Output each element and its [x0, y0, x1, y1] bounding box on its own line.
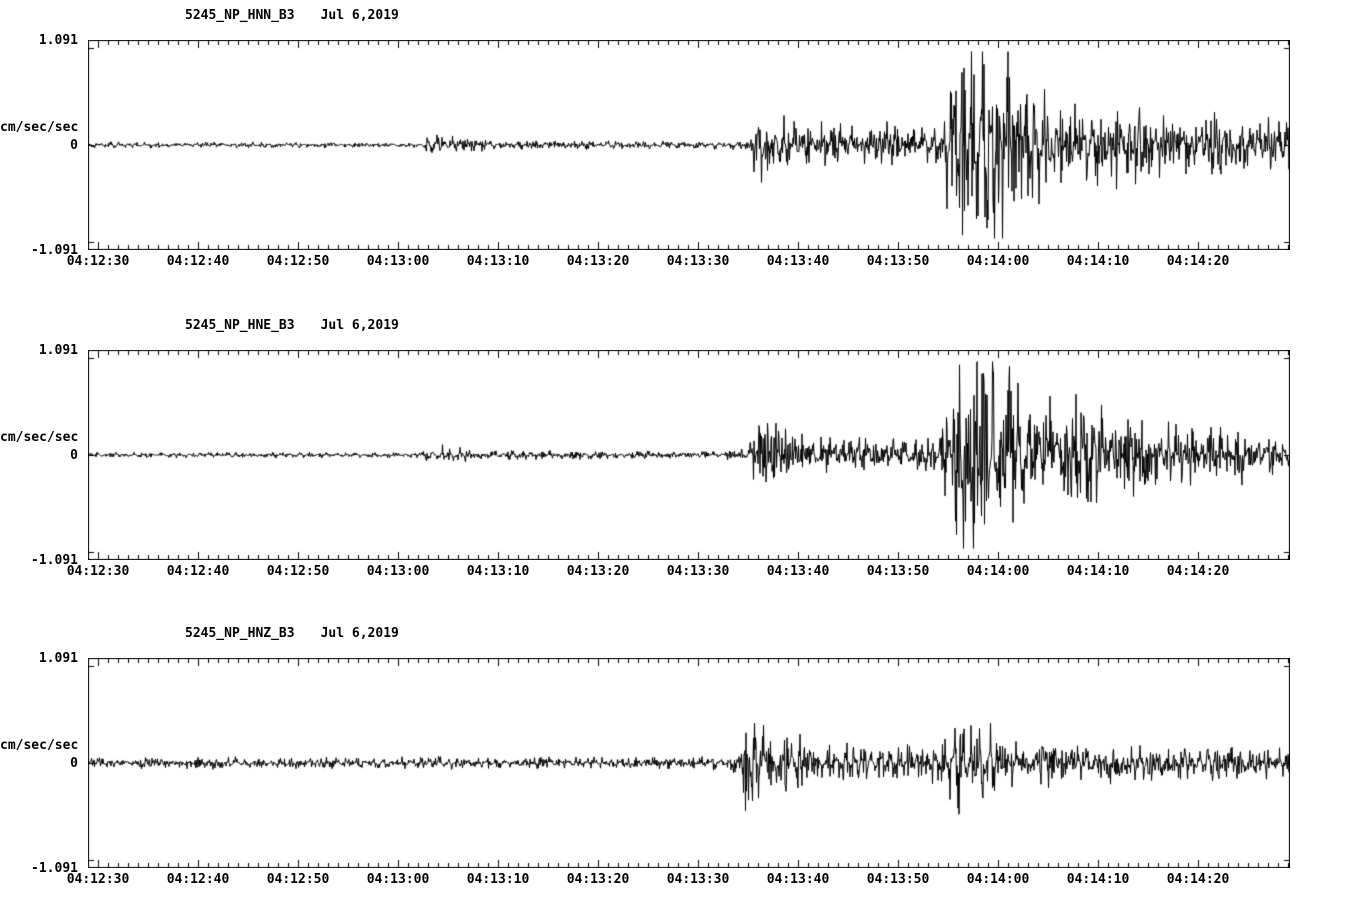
x-tick-label: 04:13:50: [866, 872, 930, 887]
x-tick-label: 04:14:00: [966, 254, 1030, 269]
trace-title: 5245_NP_HNE_B3 Jul 6,2019: [185, 318, 399, 333]
x-tick-label: 04:14:20: [1166, 254, 1230, 269]
x-tick-label: 04:14:10: [1066, 254, 1130, 269]
x-tick-label: 04:13:40: [766, 564, 830, 579]
x-tick-label: 04:13:20: [566, 254, 630, 269]
seismo-panel-hnn: 5245_NP_HNN_B3 Jul 6,2019 1.091 cm/sec/s…: [0, 2, 1358, 302]
x-tick-label: 04:13:10: [466, 564, 530, 579]
x-tick-label: 04:14:00: [966, 564, 1030, 579]
y-axis-units: cm/sec/sec: [0, 738, 79, 753]
x-tick-label: 04:13:30: [666, 872, 730, 887]
x-axis-labels: 04:12:30 04:12:40 04:12:50 04:13:00 04:13:10…: [67, 872, 1290, 888]
trace-id: 5245_NP_HNN_B3: [185, 8, 295, 23]
x-tick-label: 04:13:30: [666, 564, 730, 579]
y-tick-zero: 0: [70, 756, 78, 771]
y-axis-units: cm/sec/sec: [0, 430, 79, 445]
plot-area: [88, 350, 1290, 560]
seismo-panel-hnz: 5245_NP_HNZ_B3 Jul 6,2019 1.091 cm/sec/s…: [0, 620, 1358, 920]
x-tick-label: 04:13:00: [366, 872, 430, 887]
x-tick-label: 04:14:00: [966, 872, 1030, 887]
x-tick-label: 04:13:50: [866, 254, 930, 269]
trace-id: 5245_NP_HNE_B3: [185, 318, 295, 333]
x-tick-label: 04:14:20: [1166, 872, 1230, 887]
trace-title: 5245_NP_HNZ_B3 Jul 6,2019: [185, 626, 399, 641]
trace-date: Jul 6,2019: [320, 318, 399, 333]
y-tick-min: -1.091: [31, 861, 78, 876]
x-tick-label: 04:12:30: [66, 564, 130, 579]
x-tick-label: 04:13:20: [566, 564, 630, 579]
y-tick-max: 1.091: [38, 651, 78, 666]
plot-area: [88, 658, 1290, 868]
y-tick-max: 1.091: [38, 343, 78, 358]
x-tick-label: 04:12:40: [166, 872, 230, 887]
x-tick-label: 04:12:50: [266, 254, 330, 269]
seismogram-canvas: [88, 350, 1290, 560]
seismogram-canvas: [88, 658, 1290, 868]
x-tick-label: 04:12:50: [266, 872, 330, 887]
x-tick-label: 04:13:40: [766, 872, 830, 887]
x-tick-label: 04:12:50: [266, 564, 330, 579]
x-tick-label: 04:13:10: [466, 254, 530, 269]
y-axis-units: cm/sec/sec: [0, 120, 79, 135]
x-tick-label: 04:12:30: [66, 872, 130, 887]
x-tick-label: 04:12:40: [166, 254, 230, 269]
x-axis-labels: 04:12:30 04:12:40 04:12:50 04:13:00 04:13:10…: [67, 564, 1290, 580]
seismogram-canvas: [88, 40, 1290, 250]
plot-area: [88, 40, 1290, 250]
trace-date: Jul 6,2019: [320, 626, 399, 641]
y-tick-zero: 0: [70, 138, 78, 153]
y-tick-max: 1.091: [38, 33, 78, 48]
y-tick-zero: 0: [70, 448, 78, 463]
seismo-panel-hne: 5245_NP_HNE_B3 Jul 6,2019 1.091 cm/sec/s…: [0, 312, 1358, 612]
x-tick-label: 04:14:10: [1066, 564, 1130, 579]
y-tick-min: -1.091: [31, 243, 78, 258]
x-tick-label: 04:13:50: [866, 564, 930, 579]
x-axis-labels: 04:12:30 04:12:40 04:12:50 04:13:00 04:13:10…: [67, 254, 1290, 270]
trace-id: 5245_NP_HNZ_B3: [185, 626, 295, 641]
x-tick-label: 04:12:30: [66, 254, 130, 269]
x-tick-label: 04:14:20: [1166, 564, 1230, 579]
trace-title: 5245_NP_HNN_B3 Jul 6,2019: [185, 8, 399, 23]
trace-date: Jul 6,2019: [320, 8, 399, 23]
x-tick-label: 04:13:30: [666, 254, 730, 269]
x-tick-label: 04:13:10: [466, 872, 530, 887]
x-tick-label: 04:13:20: [566, 872, 630, 887]
y-tick-min: -1.091: [31, 553, 78, 568]
x-tick-label: 04:14:10: [1066, 872, 1130, 887]
x-tick-label: 04:13:00: [366, 564, 430, 579]
x-tick-label: 04:13:40: [766, 254, 830, 269]
x-tick-label: 04:13:00: [366, 254, 430, 269]
x-tick-label: 04:12:40: [166, 564, 230, 579]
